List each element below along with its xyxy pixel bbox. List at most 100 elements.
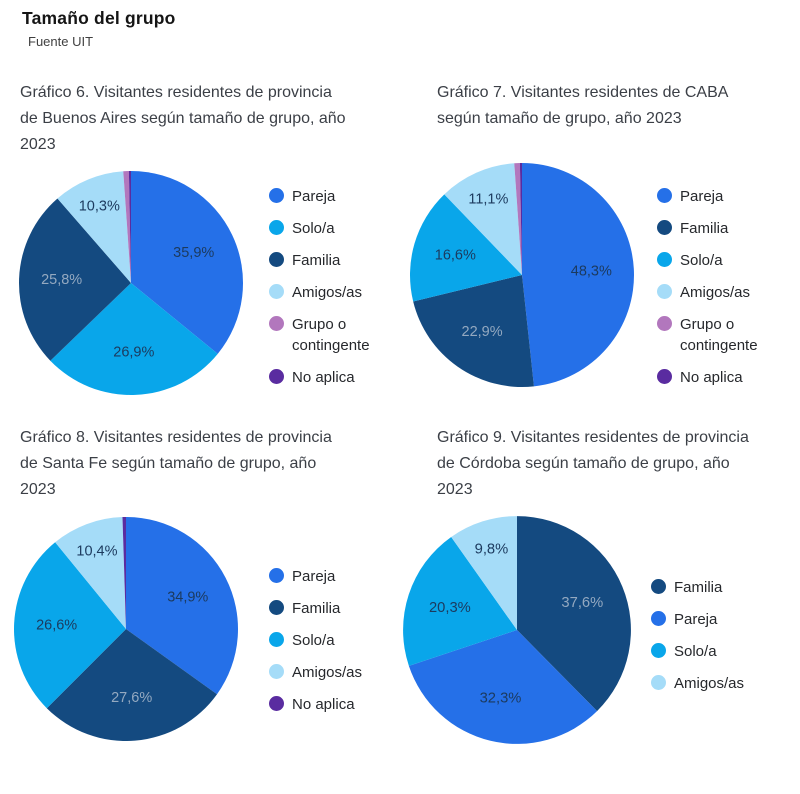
legend-dot-pareja: [651, 611, 666, 626]
pie-slice-solo-a: [50, 283, 218, 395]
legend-item-solo-a: Solo/a: [651, 641, 775, 662]
legend-dot-pareja: [269, 568, 284, 583]
pie-slice-solo-a: [14, 542, 126, 709]
pie-slice-no-aplica: [128, 171, 131, 283]
legend-label: Solo/a: [680, 252, 723, 269]
legend-item-amigos-as: Amigos/as: [269, 282, 393, 303]
legend-item-familia: Familia: [657, 218, 781, 239]
legend-dot-grupo-o-contingente: [269, 316, 284, 331]
chart9-title: Gráfico 9. Visitantes residentes de prov…: [437, 429, 749, 498]
legend-label: Grupo o contingente: [680, 316, 758, 354]
legend-item-pareja: Pareja: [651, 609, 775, 630]
legend-label: Pareja: [680, 188, 724, 205]
legend-label: Familia: [674, 579, 723, 596]
legend-dot-amigos-as: [657, 284, 672, 299]
pie-slice-grupo-o-contingente: [123, 171, 131, 283]
pie-slice-amigos-as: [451, 516, 517, 630]
pie-slice-amigos-as: [55, 517, 126, 629]
pie-slice-familia: [517, 516, 631, 712]
legend-item-grupo-o-contingente: Grupo o contingente: [657, 314, 781, 356]
slice-label-pareja: 35,9%: [173, 245, 214, 261]
slice-label-amigos-as: 11,1%: [468, 191, 508, 207]
legend-label: Amigos/as: [680, 284, 751, 301]
page-title: Tamaño del grupo: [22, 8, 176, 28]
legend-item-solo-a: Solo/a: [657, 250, 781, 271]
chart8-legend: Pareja Familia Solo/a Amigos/as No aplica: [269, 566, 393, 726]
legend-dot-familia: [651, 579, 666, 594]
pie-slice-pareja: [126, 517, 239, 695]
chart7-legend: Pareja Familia Solo/a Amigos/as Grupo o cont…: [657, 186, 781, 399]
slice-label-pareja: 48,3%: [571, 263, 612, 279]
pie-slice-solo-a: [410, 194, 522, 302]
pie-slice-no-aplica: [122, 517, 126, 629]
legend-dot-solo-a: [269, 632, 284, 647]
slice-label-familia: 22,9%: [462, 324, 503, 340]
legend-dot-amigos-as: [651, 675, 666, 690]
pie-slice-amigos-as: [444, 163, 522, 275]
legend-item-familia: Familia: [269, 598, 393, 619]
legend-dot-no-aplica: [657, 369, 672, 384]
pie-slice-no-aplica: [519, 163, 522, 275]
legend-dot-solo-a: [651, 643, 666, 658]
pie-slice-familia: [18, 198, 131, 361]
legend-label: Familia: [292, 252, 341, 269]
legend-item-familia: Familia: [269, 250, 393, 271]
legend-label: Solo/a: [292, 220, 335, 237]
slice-label-pareja: 34,9%: [167, 589, 208, 605]
legend-dot-no-aplica: [269, 369, 284, 384]
legend-dot-familia: [269, 600, 284, 615]
legend-item-grupo-o-contingente: Grupo o contingente: [269, 314, 393, 356]
legend-label: Pareja: [292, 188, 336, 205]
legend-item-amigos-as: Amigos/as: [651, 673, 775, 694]
legend-dot-familia: [269, 252, 284, 267]
legend-label: Amigos/as: [674, 675, 745, 692]
legend-label: No aplica: [292, 369, 355, 386]
slice-label-solo-a: 26,6%: [36, 618, 77, 634]
legend-label: No aplica: [292, 696, 355, 713]
legend-dot-amigos-as: [269, 664, 284, 679]
pie-slice-familia: [46, 629, 218, 741]
chart8-title: Gráfico 8. Visitantes residentes de prov…: [20, 429, 332, 498]
legend-label: Amigos/as: [292, 284, 363, 301]
legend-dot-solo-a: [657, 252, 672, 267]
legend-item-amigos-as: Amigos/as: [657, 282, 781, 303]
source-caption: Fuente UIT: [28, 34, 94, 49]
legend-dot-solo-a: [269, 220, 284, 235]
legend-label: Amigos/as: [292, 664, 363, 681]
legend-item-solo-a: Solo/a: [269, 218, 393, 239]
legend-label: Solo/a: [674, 643, 717, 660]
chart6-pie: 35,9% 26,9% 25,8% 10,3%: [18, 171, 243, 395]
pie-slice-pareja: [522, 163, 635, 387]
legend-label: Familia: [680, 220, 729, 237]
legend-dot-pareja: [269, 188, 284, 203]
slice-label-amigos-as: 10,3%: [79, 198, 120, 214]
chart7-pie: 48,3% 22,9% 16,6% 11,1%: [410, 163, 635, 387]
chart6-legend: Pareja Solo/a Familia Amigos/as Grupo o cont…: [269, 186, 393, 399]
legend-label: No aplica: [680, 369, 743, 386]
legend-label: Grupo o contingente: [292, 316, 370, 354]
slice-label-solo-a: 16,6%: [435, 248, 476, 264]
legend-item-pareja: Pareja: [657, 186, 781, 207]
legend-item-familia: Familia: [651, 577, 775, 598]
legend-label: Familia: [292, 600, 341, 617]
slice-label-solo-a: 20,3%: [429, 600, 471, 616]
slice-label-familia: 27,6%: [111, 690, 152, 706]
legend-label: Solo/a: [292, 632, 335, 649]
slice-label-familia: 25,8%: [41, 272, 82, 288]
chart6-title: Gráfico 6. Visitantes residentes de prov…: [20, 84, 346, 153]
legend-dot-familia: [657, 220, 672, 235]
legend-dot-amigos-as: [269, 284, 284, 299]
chart8-pie: 34,9% 27,6% 26,6% 10,4%: [14, 517, 239, 741]
legend-dot-pareja: [657, 188, 672, 203]
chart7-title: Gráfico 7. Visitantes residentes de CABA…: [437, 84, 728, 127]
pie-slice-pareja: [131, 171, 243, 354]
legend-item-pareja: Pareja: [269, 566, 393, 587]
legend-dot-no-aplica: [269, 696, 284, 711]
legend-item-no-aplica: No aplica: [269, 694, 393, 715]
legend-item-amigos-as: Amigos/as: [269, 662, 393, 683]
pie-slice-amigos-as: [57, 171, 131, 283]
legend-item-solo-a: Solo/a: [269, 630, 393, 651]
chart9-pie: 37,6% 32,3% 20,3% 9,8%: [403, 516, 631, 744]
slice-label-amigos-as: 9,8%: [475, 542, 509, 558]
